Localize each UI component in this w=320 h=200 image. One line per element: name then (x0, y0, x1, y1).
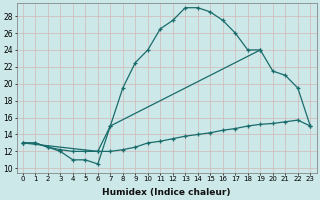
X-axis label: Humidex (Indice chaleur): Humidex (Indice chaleur) (102, 188, 231, 197)
